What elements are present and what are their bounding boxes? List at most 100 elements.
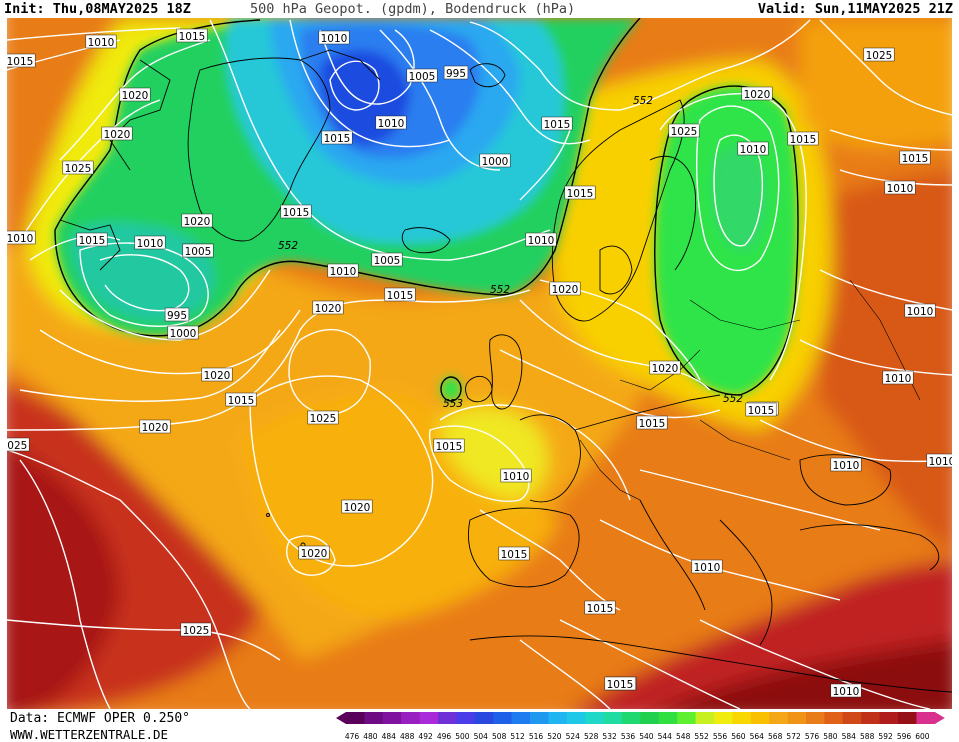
svg-text:1025: 1025 [7,440,27,452]
scale-tick-label: 596 [897,732,912,741]
isobar-label: 1020 [119,87,151,102]
isobar-label: 1020 [181,213,213,228]
isobar-label: 1020 [312,300,344,315]
scale-tick-label: 552 [694,732,709,741]
scale-swatch [806,712,825,724]
scale-swatch [438,712,457,724]
isobar-label: 1015 [564,185,596,200]
svg-text:1025: 1025 [671,126,698,138]
isobar-label: 1010 [500,468,532,483]
init-time-label: Init: Thu,08MAY2025 18Z [4,1,191,17]
svg-text:1020: 1020 [204,370,231,382]
weather-map: 1010 1015 1015 1020 1020 1025 1010 1005 995 1015 1… [7,18,952,709]
isobar-label: 995 [443,65,469,80]
svg-text:1010: 1010 [907,306,934,318]
svg-text:995: 995 [167,310,187,322]
geopotential-label: 552 [490,284,510,296]
scale-swatch [898,712,917,724]
isobar-label: 1020 [649,360,681,375]
svg-text:1010: 1010 [503,471,530,483]
isobar-labels: 1010 1015 1015 1020 1020 1025 1010 1005 995 1015 1… [7,28,952,698]
svg-text:995: 995 [446,68,466,80]
svg-text:1025: 1025 [310,413,337,425]
isobar-label: 1020 [741,86,773,101]
scale-swatch [879,712,899,724]
svg-text:1015: 1015 [283,207,310,219]
isobar-label: 1015 [384,287,416,302]
scale-swatch [695,712,715,724]
isobar-label: 1020 [298,545,330,560]
svg-text:1010: 1010 [7,233,33,245]
svg-text:1020: 1020 [142,422,169,434]
scale-swatch [732,712,752,724]
scale-tick-label: 544 [658,732,673,741]
geopotential-label: 552 [723,393,743,405]
svg-text:1015: 1015 [902,153,929,165]
scale-tick-label: 548 [676,732,691,741]
scale-tick-label: 568 [768,732,783,741]
scale-swatch [677,712,697,724]
scale-tick-label: 572 [786,732,801,741]
scale-swatch [787,712,807,724]
colour-scale-bar [336,712,945,724]
scale-swatch [603,712,623,724]
scale-swatch [548,712,568,724]
isobar-label: 1005 [406,68,438,83]
isobar-label: 1010 [830,683,862,698]
isobar-label: 1025 [62,160,94,175]
geopotential-label: 552 [633,95,653,107]
svg-text:1015: 1015 [387,290,414,302]
svg-text:1010: 1010 [378,118,405,130]
isobar-label: 1020 [341,499,373,514]
coastlines-and-borders [59,49,952,693]
scale-tick-label: 532 [602,732,617,741]
scale-swatch [824,712,844,724]
svg-text:1015: 1015 [436,441,463,453]
geopotential-label: 553 [443,398,463,410]
svg-text:1020: 1020 [184,216,211,228]
isobar-label: 1025 [863,47,895,62]
svg-text:1025: 1025 [866,50,893,62]
scale-tick-label: 488 [400,732,415,741]
header-bar: Init: Thu,08MAY2025 18Z 500 hPa Geopot. … [0,0,959,18]
scale-swatch [511,712,531,724]
isobar-label: 1025 [668,123,700,138]
scale-tick-label: 528 [584,732,599,741]
scale-swatch [916,712,936,724]
scale-tick-label: 564 [750,732,765,741]
scale-tick-label: 508 [492,732,507,741]
isobar-label: 1015 [433,438,465,453]
scale-swatch [382,712,402,724]
scale-tick-label: 584 [842,732,857,741]
isobar-label: 1010 [904,303,936,318]
svg-text:1000: 1000 [482,156,509,168]
svg-text:1020: 1020 [552,284,579,296]
isobar-label: 1025 [180,622,212,637]
svg-text:1020: 1020 [301,548,328,560]
scale-tick-label: 516 [529,732,544,741]
isobar-label: 1015 [745,402,777,417]
isobar-label: 1000 [479,153,511,168]
scale-tick-label: 592 [878,732,893,741]
svg-text:1015: 1015 [639,418,666,430]
scale-tick-label: 588 [860,732,875,741]
isobar-label: 1015 [225,392,257,407]
geopotential-labels: 552 552 552 552 553 [278,95,743,410]
geopotential-label: 552 [278,240,298,252]
isobar-label: 1005 [182,243,214,258]
isobar-label: 1015 [787,131,819,146]
svg-text:1015: 1015 [587,603,614,615]
scale-swatch [474,712,494,724]
scale-swatch [842,712,862,724]
scale-swatch [493,712,513,724]
scale-swatch [364,712,384,724]
svg-text:1015: 1015 [179,31,206,43]
svg-text:1020: 1020 [652,363,679,375]
isobar-label: 1020 [201,367,233,382]
isobar-label: 1010 [926,453,952,468]
scale-swatch [566,712,586,724]
isobar-label: 1015 [498,546,530,561]
svg-text:1015: 1015 [7,56,33,68]
isobar-label: 1020 [101,126,133,141]
scale-swatch [622,712,641,724]
